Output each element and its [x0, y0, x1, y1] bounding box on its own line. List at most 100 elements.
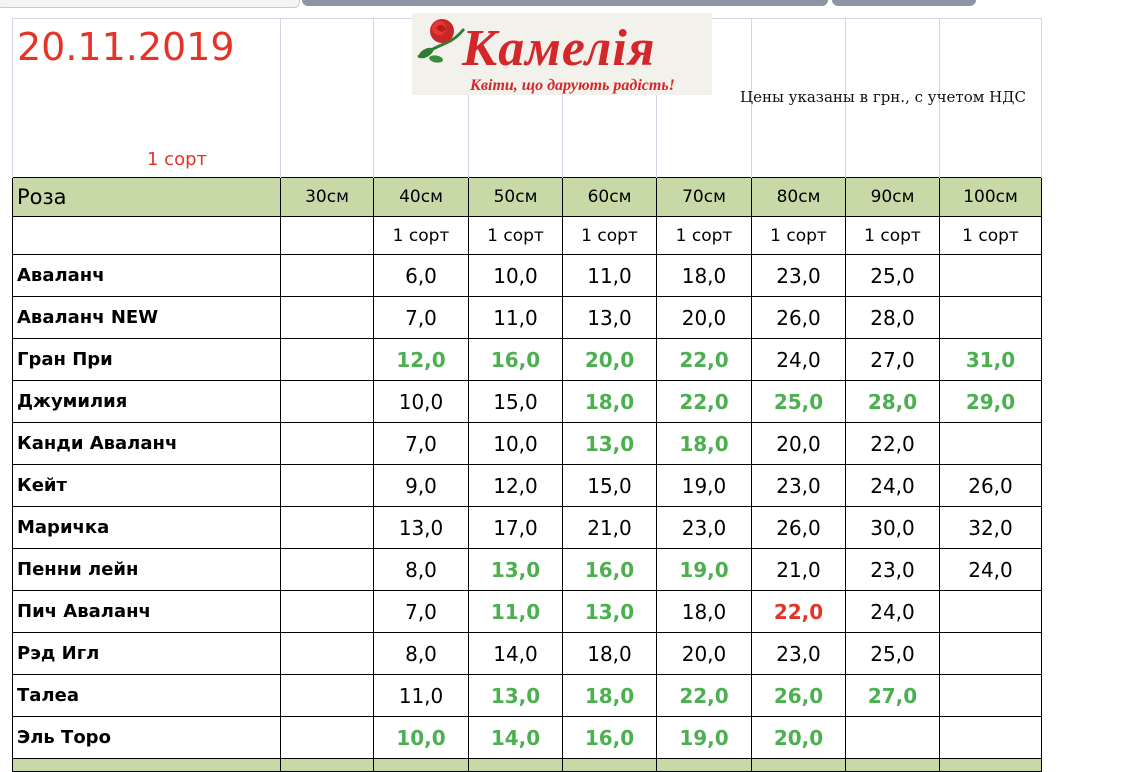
price-cell: 10,0: [468, 254, 563, 297]
price-cell: 10,0: [373, 380, 469, 423]
price-cell: [280, 590, 374, 633]
grade-cell: 1 сорт: [845, 216, 940, 255]
rose-icon: [417, 19, 466, 63]
price-cell: 25,0: [845, 632, 940, 675]
price-cell: [939, 674, 1042, 717]
inactive-tab[interactable]: [832, 0, 976, 6]
price-cell: [280, 716, 374, 759]
price-cell: [280, 422, 374, 465]
column-header: 50см: [468, 177, 563, 217]
table-row: Аваланч 6,0 10,0 11,0 18,0 23,0 25,0: [12, 254, 1042, 297]
grade-cell: 1 сорт: [751, 216, 846, 255]
table-row: Талеа 11,0 13,0 18,0 22,0 26,0 27,0: [12, 674, 1042, 717]
price-cell: 28,0: [845, 296, 940, 339]
price-cell: 16,0: [468, 338, 563, 381]
table-row: Пич Аваланч 7,0 11,0 13,0 18,0 22,0 24,0: [12, 590, 1042, 633]
price-cell: 14,0: [468, 632, 563, 675]
price-cell: [939, 254, 1042, 297]
price-cell: 7,0: [373, 422, 469, 465]
price-cell: 23,0: [751, 632, 846, 675]
price-cell: 7,0: [373, 590, 469, 633]
inactive-tab[interactable]: [302, 0, 828, 6]
price-cell: 22,0: [656, 338, 752, 381]
price-cell: [939, 296, 1042, 339]
price-cell: 13,0: [562, 296, 657, 339]
price-cell: 13,0: [562, 422, 657, 465]
variety-name: Пич Аваланч: [12, 590, 281, 633]
table-row: Пенни лейн 8,0 13,0 16,0 19,0 21,0 23,0 24,0: [12, 548, 1042, 591]
price-cell: 10,0: [373, 716, 469, 759]
header-cell: 20.11.2019 1 сорт: [12, 18, 281, 178]
price-cell: 16,0: [562, 548, 657, 591]
table-row: Маричка 13,0 17,0 21,0 23,0 26,0 30,0 32,0: [12, 506, 1042, 549]
price-cell: 13,0: [373, 506, 469, 549]
price-cell: 23,0: [751, 254, 846, 297]
price-cell: 31,0: [939, 338, 1042, 381]
price-cell: 26,0: [939, 464, 1042, 507]
price-cell: 20,0: [751, 422, 846, 465]
table-row: Гран При 12,0 16,0 20,0 22,0 24,0 27,0 31,0: [12, 338, 1042, 381]
price-cell: [939, 716, 1042, 759]
price-cell: 23,0: [656, 506, 752, 549]
header-cell: [845, 758, 940, 772]
price-cell: 12,0: [468, 464, 563, 507]
price-cell: 11,0: [562, 254, 657, 297]
variety-name: Гран При: [12, 338, 281, 381]
variety-name: Пенни лейн: [12, 548, 281, 591]
header-cell: [562, 758, 657, 772]
price-cell: [280, 632, 374, 675]
price-cell: 22,0: [656, 380, 752, 423]
variety-name: Аваланч: [12, 254, 281, 297]
table-row: Эль Торо 10,0 14,0 16,0 19,0 20,0: [12, 716, 1042, 759]
active-tab[interactable]: [0, 0, 300, 8]
price-cell: [939, 422, 1042, 465]
grade-cell: 1 сорт: [562, 216, 657, 255]
header-cell: [280, 758, 374, 772]
price-cell: 19,0: [656, 716, 752, 759]
price-cell: 20,0: [656, 296, 752, 339]
column-header: 60см: [562, 177, 657, 217]
header-cell: [939, 758, 1042, 772]
price-cell: 18,0: [656, 422, 752, 465]
price-cell: 17,0: [468, 506, 563, 549]
table-row: Джумилия 10,0 15,0 18,0 22,0 25,0 28,0 29,0: [12, 380, 1042, 423]
price-cell: 19,0: [656, 548, 752, 591]
column-header-row: Роза 30см 40см 50см 60см 70см 80см 90см 100см: [12, 177, 1042, 217]
price-cell: 25,0: [845, 254, 940, 297]
price-cell: 13,0: [468, 548, 563, 591]
price-cell: 9,0: [373, 464, 469, 507]
price-cell: 18,0: [562, 380, 657, 423]
variety-name: Маричка: [12, 506, 281, 549]
logo-slogan: Квіти, що дарують радість!: [470, 77, 675, 94]
variety-name: Эль Торо: [12, 716, 281, 759]
price-cell: 8,0: [373, 632, 469, 675]
column-header: 30см: [280, 177, 374, 217]
price-cell: 21,0: [751, 548, 846, 591]
header-cell: [373, 758, 469, 772]
column-header: 70см: [656, 177, 752, 217]
price-cell: 16,0: [562, 716, 657, 759]
price-cell: 26,0: [751, 674, 846, 717]
next-section-header: [12, 758, 1042, 772]
header-cell: [656, 758, 752, 772]
table-row: Рэд Игл 8,0 14,0 18,0 20,0 23,0 25,0: [12, 632, 1042, 675]
grade-note: 1 сорт: [147, 149, 207, 170]
price-cell: 28,0: [845, 380, 940, 423]
price-cell: 11,0: [373, 674, 469, 717]
price-cell: 11,0: [468, 296, 563, 339]
grade-cell: 1 сорт: [656, 216, 752, 255]
price-cell: 13,0: [468, 674, 563, 717]
price-cell: 18,0: [562, 674, 657, 717]
price-cell: [280, 674, 374, 717]
table-row: Кейт 9,0 12,0 15,0 19,0 23,0 24,0 26,0: [12, 464, 1042, 507]
price-cell: 24,0: [845, 590, 940, 633]
kamelia-logo: Камелія Квіти, що дарують радість!: [412, 13, 712, 95]
price-cell: 10,0: [468, 422, 563, 465]
price-cell: 26,0: [751, 296, 846, 339]
price-cell: 18,0: [562, 632, 657, 675]
table-row: Канди Аваланч 7,0 10,0 13,0 18,0 20,0 22,0: [12, 422, 1042, 465]
price-cell: [280, 548, 374, 591]
price-cell: 27,0: [845, 674, 940, 717]
price-cell: 27,0: [845, 338, 940, 381]
browser-tab-strip: [0, 0, 1125, 12]
